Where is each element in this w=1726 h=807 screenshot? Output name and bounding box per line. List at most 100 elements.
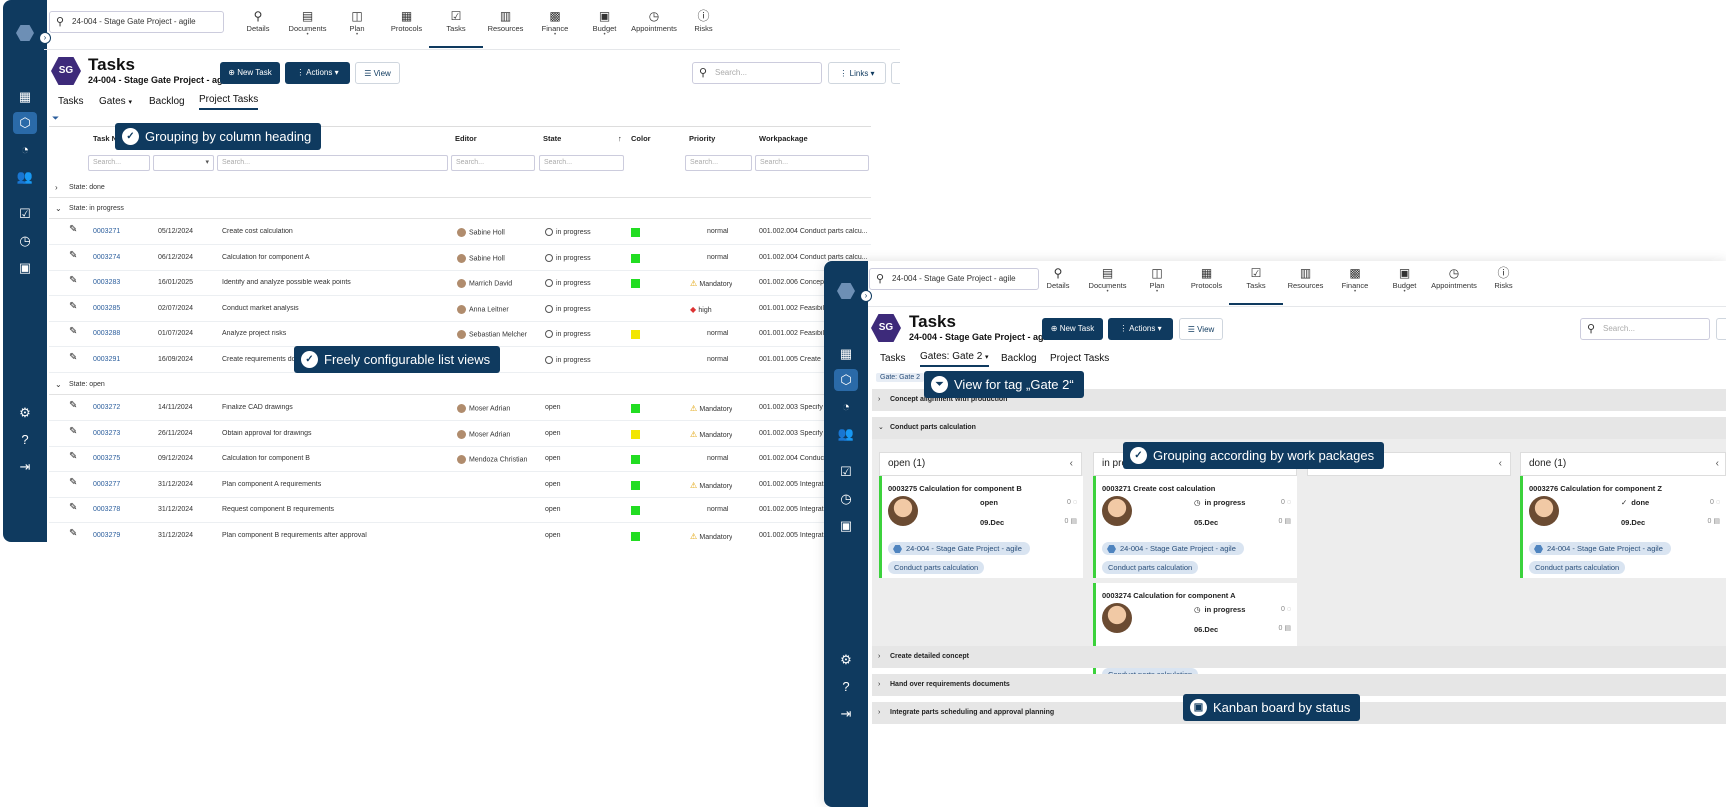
col-task[interactable]: Task N xyxy=(93,134,118,143)
tab-backlog[interactable]: Backlog xyxy=(149,96,185,107)
view-button[interactable]: ☰ View xyxy=(355,62,400,84)
edit-icon[interactable]: ✎ xyxy=(69,352,78,363)
task-id[interactable]: 0003285 xyxy=(93,304,121,312)
col-priority[interactable]: Priority xyxy=(689,134,716,143)
edit-icon[interactable]: ✎ xyxy=(69,502,78,514)
table-row[interactable]: ✎ 0003285 02/07/2024 Conduct market analysi… xyxy=(49,296,871,322)
chevron-left-icon[interactable]: ‹ xyxy=(1715,458,1719,469)
task-id[interactable]: 0003291 xyxy=(93,356,121,363)
help-icon[interactable]: ? xyxy=(842,679,850,694)
projects-icon[interactable]: ⬡ xyxy=(834,369,858,391)
band-detailed-concept[interactable]: › Create detailed concept xyxy=(872,646,1726,668)
filter-state[interactable]: Search... xyxy=(539,155,624,171)
task-id[interactable]: 0003279 xyxy=(93,532,121,539)
group-in-progress[interactable]: ⌄ State: in progress xyxy=(49,198,871,219)
sidebar-toggle-icon[interactable]: › xyxy=(860,290,872,302)
filter-chip[interactable]: Gate: Gate 2 xyxy=(876,373,925,382)
task-id[interactable]: 0003271 xyxy=(93,228,121,235)
more-button[interactable] xyxy=(1716,318,1726,340)
projects-icon[interactable]: ⬡ xyxy=(13,112,37,134)
nav-details[interactable]: ⚲ Details xyxy=(1031,266,1085,290)
nav-tasks[interactable]: ☑ Tasks xyxy=(429,9,483,48)
portfolio-icon[interactable]: ◔ xyxy=(842,399,850,414)
nav-finance[interactable]: ▩ Finance • xyxy=(528,9,582,38)
col-state[interactable]: State xyxy=(543,134,562,143)
task-search-input[interactable]: ⚲ Search... xyxy=(692,62,822,84)
workpackage-tag[interactable]: Conduct parts calculation xyxy=(888,561,985,574)
edit-icon[interactable]: ✎ xyxy=(69,400,78,411)
edit-icon[interactable]: ✎ xyxy=(69,275,78,287)
project-tag[interactable]: 24-004 - Stage Gate Project - agile xyxy=(888,542,1030,555)
users-icon[interactable]: 👥 xyxy=(837,426,855,441)
table-row[interactable]: ✎ 0003283 16/01/2025 Identify and analyze p… xyxy=(49,270,871,297)
actions-button[interactable]: ⋮ Actions ▾ xyxy=(1108,318,1173,340)
nav-protocols[interactable]: ▦ Protocols xyxy=(380,9,434,33)
table-row[interactable]: ✎ 0003288 01/07/2024 Analyze project risks S… xyxy=(49,321,871,348)
nav-plan[interactable]: ◫ Plan • xyxy=(330,9,384,38)
col-color[interactable]: Color xyxy=(631,134,651,143)
edit-icon[interactable]: ✎ xyxy=(69,451,78,463)
tab-tasks[interactable]: Tasks xyxy=(58,96,84,107)
tab-tasks[interactable]: Tasks xyxy=(880,353,906,364)
col-editor[interactable]: Editor xyxy=(455,134,477,143)
band-concept-alignment[interactable]: › Concept alignment with production xyxy=(872,389,1726,411)
band-requirements[interactable]: › Hand over requirements documents xyxy=(872,674,1726,696)
nav-details[interactable]: ⚲ Details xyxy=(231,9,285,33)
table-row[interactable]: ✎ 0003271 05/12/2024 Create cost calculatio… xyxy=(49,219,871,245)
calendar-icon[interactable]: ▣ xyxy=(839,518,853,533)
table-row[interactable]: ✎ 0003277 31/12/2024 Plan component A requi… xyxy=(49,472,871,498)
table-row[interactable]: ✎ 0003272 14/11/2024 Finalize CAD drawings M… xyxy=(49,395,871,421)
task-id[interactable]: 0003272 xyxy=(93,404,121,411)
filter-priority[interactable]: Search... xyxy=(685,155,752,171)
edit-icon[interactable]: ✎ xyxy=(69,249,78,261)
kanban-card[interactable]: 0003274 Calculation for component A ◷ in p… xyxy=(1093,583,1297,685)
kanban-card[interactable]: 0003275 Calculation for component B open 0… xyxy=(879,476,1083,578)
timer-icon[interactable]: ◷ xyxy=(19,233,31,248)
nav-tasks[interactable]: ☑ Tasks xyxy=(1229,266,1283,305)
actions-button[interactable]: ⋮ Actions ▾ xyxy=(285,62,350,84)
nav-documents[interactable]: ▤ Documents • xyxy=(281,9,335,38)
task-search-input[interactable]: ⚲ Search... xyxy=(1580,318,1710,340)
calendar-icon[interactable]: ▣ xyxy=(18,260,32,275)
task-id[interactable]: 0003273 xyxy=(93,429,121,437)
filter-name[interactable]: Search... xyxy=(217,155,448,171)
workpackage-tag[interactable]: Conduct parts calculation xyxy=(1529,561,1626,574)
tab-gates[interactable]: Gates: Gate 2 ▾ xyxy=(920,351,989,367)
links-button[interactable]: ⋮ Links ▾ xyxy=(828,62,886,84)
tab-project-tasks[interactable]: Project Tasks xyxy=(1050,353,1110,364)
project-search-input[interactable]: ⚲ 24-004 - Stage Gate Project - agile xyxy=(869,268,1039,290)
edit-icon[interactable]: ✎ xyxy=(69,224,78,235)
nav-risks[interactable]: ⓘ Risks xyxy=(677,9,731,33)
more-button[interactable] xyxy=(891,62,900,84)
kanban-card[interactable]: 0003276 Calculation for component Z ✓ done… xyxy=(1520,476,1726,578)
help-icon[interactable]: ? xyxy=(21,432,29,447)
logout-icon[interactable]: ⇥ xyxy=(19,459,31,474)
table-row[interactable]: ✎ 0003278 31/12/2024 Request component B re… xyxy=(49,497,871,524)
tasks-icon[interactable]: ☑ xyxy=(19,206,31,221)
tab-backlog[interactable]: Backlog xyxy=(1001,353,1037,364)
nav-risks[interactable]: ⓘ Risks xyxy=(1477,266,1531,290)
edit-icon[interactable]: ✎ xyxy=(69,425,78,437)
dashboard-icon[interactable]: ▦ xyxy=(839,346,853,361)
users-icon[interactable]: 👥 xyxy=(16,169,34,184)
table-row[interactable]: ✎ 0003274 06/12/2024 Calculation for compon… xyxy=(49,245,871,271)
portfolio-icon[interactable]: ◔ xyxy=(21,142,29,157)
nav-appointments[interactable]: ◷ Appointments xyxy=(1427,266,1481,290)
chevron-left-icon[interactable]: ‹ xyxy=(1069,458,1073,469)
table-row[interactable]: ✎ 0003273 26/11/2024 Obtain approval for dr… xyxy=(49,421,871,447)
new-task-button[interactable]: ⊕ New Task xyxy=(220,62,280,84)
edit-icon[interactable]: ✎ xyxy=(69,326,78,338)
group-open[interactable]: ⌄ State: open xyxy=(49,374,871,395)
edit-icon[interactable]: ✎ xyxy=(69,476,78,488)
nav-budget[interactable]: ▣ Budget • xyxy=(1378,266,1432,295)
sidebar-toggle-icon[interactable]: › xyxy=(39,32,51,44)
nav-resources[interactable]: ▥ Resources xyxy=(1279,266,1333,290)
nav-plan[interactable]: ◫ Plan • xyxy=(1130,266,1184,295)
timer-icon[interactable]: ◷ xyxy=(840,491,852,506)
nav-budget[interactable]: ▣ Budget • xyxy=(578,9,632,38)
project-tag[interactable]: 24-004 - Stage Gate Project - agile xyxy=(1529,542,1671,555)
tab-gates[interactable]: Gates ▾ xyxy=(99,96,132,107)
task-id[interactable]: 0003275 xyxy=(93,455,121,463)
tasks-icon[interactable]: ☑ xyxy=(840,464,852,479)
group-done[interactable]: › State: done xyxy=(49,177,871,198)
